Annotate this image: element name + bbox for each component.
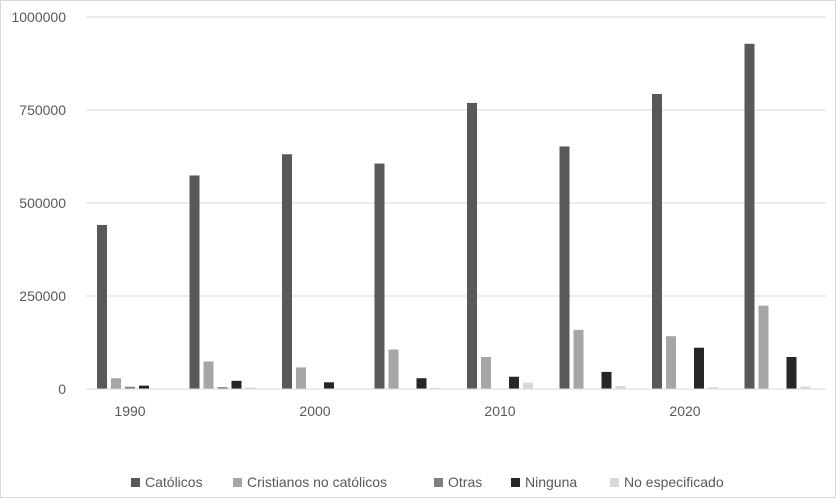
bar bbox=[111, 378, 121, 389]
bar bbox=[189, 175, 200, 389]
x-tick-label: 2010 bbox=[484, 403, 515, 419]
bar bbox=[708, 387, 718, 389]
bar bbox=[374, 163, 385, 389]
bar bbox=[758, 305, 769, 389]
y-tick-label: 0 bbox=[58, 381, 66, 397]
legend-label: Católicos bbox=[145, 474, 203, 490]
y-tick-label: 1000000 bbox=[11, 9, 66, 25]
legend-swatch bbox=[511, 478, 520, 487]
legend-label: Ninguna bbox=[525, 474, 577, 490]
bar bbox=[324, 382, 334, 389]
bar bbox=[573, 329, 584, 389]
bar bbox=[523, 382, 533, 389]
x-tick-label: 1990 bbox=[114, 403, 145, 419]
bar bbox=[652, 94, 662, 389]
legend-label: Cristianos no católicos bbox=[247, 474, 387, 490]
x-axis-ticks: 1990 2000 2010 2020 bbox=[114, 403, 700, 419]
gridlines bbox=[86, 16, 826, 297]
bar bbox=[666, 336, 676, 389]
bar bbox=[694, 347, 704, 389]
bars bbox=[97, 43, 811, 390]
bar bbox=[231, 380, 242, 389]
legend-swatch bbox=[610, 478, 619, 487]
bar bbox=[97, 224, 107, 389]
bar bbox=[217, 387, 228, 389]
legend-label: Otras bbox=[448, 474, 482, 490]
bar bbox=[203, 361, 214, 389]
bar bbox=[615, 386, 626, 389]
legend: Católicos Cristianos no católicos Otras Nin… bbox=[131, 474, 724, 490]
bar bbox=[601, 371, 612, 389]
bar bbox=[744, 43, 755, 390]
y-tick-label: 250000 bbox=[19, 288, 66, 304]
bar bbox=[467, 102, 477, 389]
bar bbox=[559, 146, 570, 389]
legend-label: No especificado bbox=[624, 474, 724, 490]
bar bbox=[509, 376, 519, 389]
y-tick-label: 750000 bbox=[19, 102, 66, 118]
y-axis-ticks: 0 250000 500000 750000 1000000 bbox=[11, 9, 66, 397]
bar bbox=[800, 386, 811, 389]
bar bbox=[388, 349, 399, 389]
bar bbox=[139, 385, 149, 389]
bar bbox=[430, 387, 441, 389]
bar bbox=[125, 386, 135, 389]
bar bbox=[282, 154, 292, 389]
bar bbox=[481, 357, 491, 389]
legend-swatch bbox=[131, 478, 140, 487]
bar bbox=[245, 387, 256, 389]
x-tick-label: 2020 bbox=[669, 403, 700, 419]
y-tick-label: 500000 bbox=[19, 195, 66, 211]
x-tick-label: 2000 bbox=[299, 403, 330, 419]
legend-swatch bbox=[233, 478, 242, 487]
bar bbox=[786, 357, 797, 389]
bar bbox=[416, 378, 427, 389]
legend-swatch bbox=[434, 478, 443, 487]
bar bbox=[296, 367, 306, 389]
